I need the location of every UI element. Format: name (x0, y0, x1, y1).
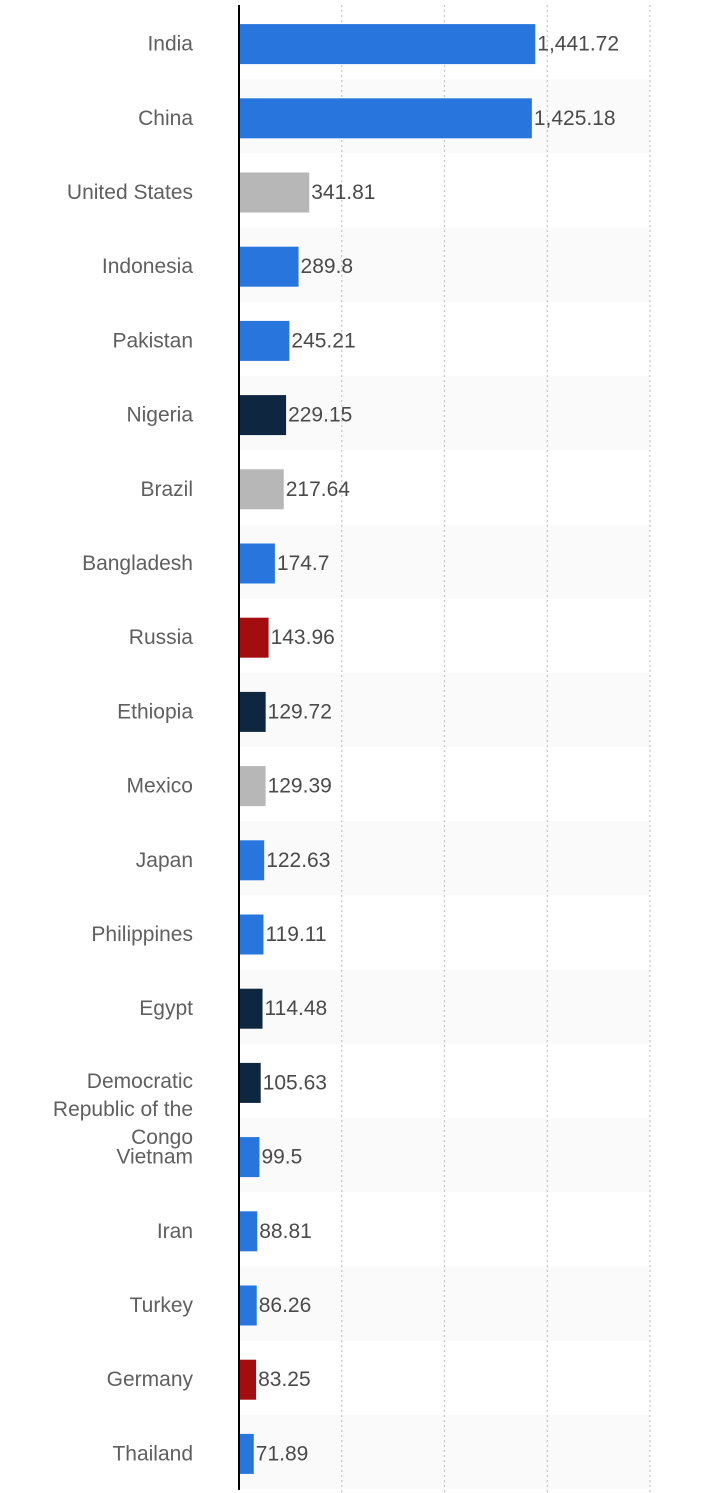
bar (239, 1137, 260, 1178)
value-labels: 1,441.72 1,425.18 341.81 289.8 245.21 229.15 2… (256, 33, 619, 1466)
category-label: Vietnam (116, 1146, 193, 1169)
value-label: 119.11 (265, 923, 326, 946)
row-band (239, 227, 650, 302)
bar (239, 543, 275, 584)
bar (239, 246, 299, 287)
category-label: Germany (107, 1368, 194, 1391)
category-label: Brazil (140, 478, 193, 501)
category-label: Russia (129, 626, 194, 649)
bar (239, 469, 284, 510)
bar (239, 24, 536, 65)
row-band (239, 821, 650, 896)
category-label: Japan (136, 849, 193, 872)
category-label: Indonesia (102, 255, 193, 278)
category-label: Iran (157, 1220, 193, 1243)
value-label: 1,425.18 (534, 107, 616, 130)
gridlines (341, 5, 651, 1493)
bar (239, 840, 265, 881)
value-label: 129.72 (268, 700, 332, 723)
bar (239, 98, 532, 139)
row-band (239, 376, 650, 451)
bar (239, 395, 287, 436)
bar (239, 1359, 257, 1400)
value-label: 129.39 (268, 775, 332, 798)
category-label: Nigeria (126, 404, 193, 427)
value-label: 86.26 (259, 1294, 312, 1317)
bar (239, 988, 263, 1029)
category-label: China (138, 107, 193, 130)
bar (239, 1062, 261, 1103)
bar (239, 320, 290, 361)
value-label: 289.8 (301, 255, 354, 278)
value-label: 143.96 (271, 626, 335, 649)
value-label: 245.21 (291, 329, 355, 352)
value-label: 341.81 (311, 181, 375, 204)
bar (239, 1285, 257, 1326)
value-label: 217.64 (286, 478, 351, 501)
value-label: 1,441.72 (537, 33, 619, 56)
bar (239, 691, 266, 732)
value-label: 174.7 (277, 552, 330, 575)
bar (239, 617, 269, 658)
category-label: Ethiopia (117, 700, 193, 723)
category-label: Pakistan (112, 329, 193, 352)
value-label: 71.89 (256, 1442, 309, 1465)
category-labels: India China United States Indonesia Pakistan… (53, 33, 194, 1466)
value-label: 99.5 (261, 1146, 302, 1169)
value-label: 88.81 (259, 1220, 312, 1243)
value-label: 122.63 (266, 849, 330, 872)
category-label: Bangladesh (82, 552, 193, 575)
bars (239, 24, 536, 1474)
category-label: Egypt (139, 997, 193, 1020)
value-label: 229.15 (288, 404, 352, 427)
bar (239, 766, 266, 807)
category-label: United States (67, 181, 193, 204)
value-label: 114.48 (265, 997, 328, 1020)
value-label: 105.63 (263, 1071, 327, 1094)
bar (239, 1211, 258, 1252)
category-label: India (147, 33, 193, 56)
value-label: 83.25 (258, 1368, 311, 1391)
bar (239, 914, 264, 955)
category-label: Philippines (91, 923, 193, 946)
category-label: Thailand (112, 1442, 193, 1465)
category-label: Mexico (126, 775, 193, 798)
category-label: Democratic Republic of the Congo (53, 1069, 193, 1148)
category-label: Turkey (130, 1294, 194, 1317)
bar (239, 172, 310, 213)
row-band (239, 1266, 650, 1341)
bar (239, 1433, 254, 1474)
